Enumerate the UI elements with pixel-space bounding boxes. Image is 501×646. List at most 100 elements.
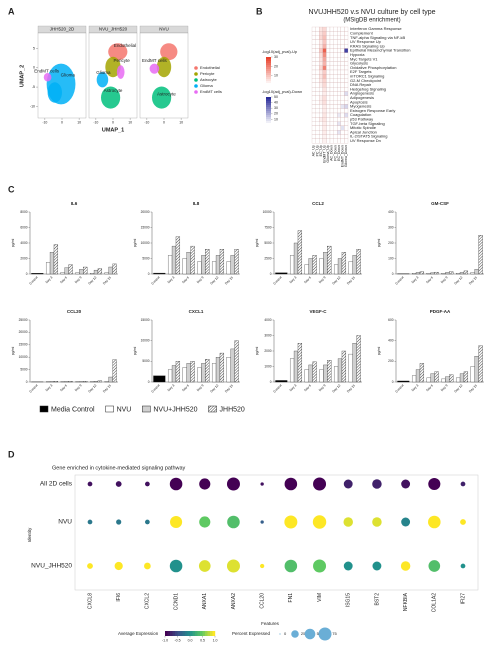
bar [275,380,288,383]
heatmap-cell [311,78,316,83]
bar [323,252,328,275]
heatmap-cell [329,69,334,75]
legend-tick-label: 0.0 [188,638,193,642]
bar [93,381,99,383]
row-label: Myogenesis [350,104,371,109]
heatmap-cell [333,130,338,135]
heatmap-cell [333,69,338,75]
dot [460,563,466,569]
heatmap-cell [315,31,320,36]
x-tick-label: Control [151,383,161,393]
facet-title: NVU_JHH520 [99,27,128,32]
feature-label: ANXA2 [231,593,237,610]
dot [260,520,264,524]
legend-gradient [266,63,271,66]
y-axis-label: pg/ml [133,239,137,248]
dot [169,559,183,573]
heatmap-cell [319,108,323,114]
bar [341,252,347,275]
dot [312,515,327,529]
heatmap-cell [322,78,327,83]
heatmap-cell [329,134,334,139]
legend-gradient [266,59,271,62]
x-tick-label: Day 3 [411,275,420,284]
heatmap-cell [326,104,331,109]
bar [79,269,84,275]
x-tick-label: Day 12 [453,383,463,393]
heatmap-cell [340,95,345,101]
heatmap-cell [344,87,349,92]
heatmap-cell [333,56,338,62]
bar [182,367,187,383]
bar [211,261,217,275]
heatmap-cell [319,69,323,75]
dot [428,515,441,529]
heatmap-cell [333,74,338,79]
y-tick-label: 200 [388,241,394,245]
heatmap-cell [329,108,334,114]
bar [201,363,206,383]
heatmap-cell [315,56,320,62]
legend-tick-label: 25 [301,631,306,636]
bar [108,266,113,275]
dot [343,479,353,489]
row-label: Myc Targets V1 [350,56,378,61]
heatmap-cell [326,39,331,45]
heatmap-cell [315,121,320,126]
heatmap-cell [326,138,331,144]
heatmap-cell [311,104,316,109]
legend-gradient [180,631,183,636]
heatmap-cell [329,87,334,92]
heatmap-cell [315,95,320,101]
legend-swatch [194,90,198,94]
heatmap-cell [315,44,320,49]
legend-gradient [207,631,211,636]
heatmap-cell [319,91,323,96]
legend-dot [304,628,316,640]
cluster-cells [152,86,172,109]
feature-label: IFI6 [116,593,122,602]
cluster-label: Glioma [61,73,76,78]
legend-swatch [194,84,198,88]
legend-gradient [167,631,171,636]
heatmap-cell [333,134,338,139]
heatmap-cell [322,138,327,144]
x-tick-label: Day 15 [468,383,478,393]
heatmap-cell [326,31,331,36]
plot-area [74,474,479,591]
dot [284,559,298,573]
heatmap-cell [340,134,345,139]
legend-gradient [266,97,271,100]
heatmap-cell [315,48,320,53]
heatmap-cell [329,112,334,118]
bar [463,270,469,275]
dot [428,477,441,491]
heatmap-cell [315,104,320,109]
heatmap-cell [337,82,341,88]
heatmap-cell [319,87,323,92]
heatmap-cell [329,31,334,36]
feature-label: ANXA1 [202,593,208,610]
heatmap-cell [333,99,338,105]
bar [190,245,195,275]
feature-label: CXCL8 [87,593,93,609]
column-label: AC_Up [312,145,316,156]
bar [230,255,235,275]
heatmap-cell [340,91,345,96]
row-label: DNA Repair [350,82,372,87]
bar [289,255,295,275]
bar [226,357,231,383]
bar [441,378,446,383]
legend-gradient [266,67,271,70]
legend-gradient [202,631,206,636]
x-tick-label: Day 6 [181,275,190,284]
legend-swatch [194,66,198,70]
heatmap-cell [329,82,334,88]
heatmap-cell [344,78,349,83]
heatmap-cell [322,91,327,96]
legend-gradient [266,77,271,80]
heatmap-cell [322,108,327,114]
heatmap-cell [337,61,341,66]
heatmap-cell [319,125,323,131]
y-tick-label: 200 [388,359,394,363]
